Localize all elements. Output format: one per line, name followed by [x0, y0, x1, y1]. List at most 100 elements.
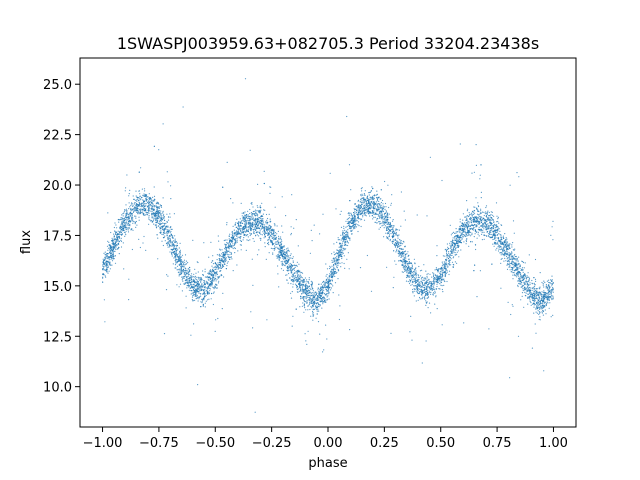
data-point — [384, 180, 386, 183]
data-point — [157, 222, 160, 224]
data-point — [228, 254, 230, 256]
data-point — [221, 308, 223, 310]
data-point — [311, 307, 313, 309]
data-point — [401, 248, 403, 250]
data-point — [384, 225, 386, 227]
data-point — [155, 225, 157, 227]
data-point — [313, 308, 315, 310]
data-point — [498, 240, 500, 242]
data-point — [510, 254, 512, 256]
data-point — [122, 218, 124, 220]
data-point — [203, 291, 205, 293]
data-point — [103, 299, 105, 301]
data-point — [445, 265, 447, 267]
data-point — [518, 176, 520, 178]
data-point — [285, 263, 287, 265]
data-point — [469, 234, 471, 236]
data-point — [342, 233, 344, 235]
data-point — [156, 234, 158, 236]
data-point — [192, 287, 194, 289]
data-point — [186, 270, 188, 272]
data-point — [268, 232, 270, 234]
data-point — [137, 198, 139, 200]
data-point — [399, 245, 401, 247]
data-point — [505, 237, 507, 239]
data-point — [258, 231, 260, 233]
data-point — [407, 251, 409, 253]
data-point — [245, 216, 247, 218]
data-point — [410, 284, 412, 286]
data-point — [286, 252, 288, 254]
data-point — [550, 289, 552, 291]
data-point — [328, 277, 330, 279]
data-point — [412, 275, 414, 278]
data-point — [335, 259, 337, 261]
data-point — [501, 236, 503, 238]
data-point — [454, 237, 456, 239]
data-point — [300, 289, 302, 291]
data-point — [337, 260, 339, 262]
data-point — [183, 277, 185, 279]
data-point — [452, 246, 454, 248]
data-point — [200, 295, 202, 297]
data-point — [175, 258, 177, 260]
data-point — [405, 276, 408, 279]
data-point — [218, 280, 220, 282]
data-point — [333, 268, 335, 270]
data-point — [390, 232, 392, 235]
data-point — [322, 351, 324, 353]
data-point — [357, 230, 359, 233]
data-point — [120, 246, 123, 248]
data-point — [480, 191, 482, 193]
data-point — [528, 292, 531, 294]
data-point — [258, 226, 260, 228]
data-point — [193, 278, 195, 280]
data-point — [221, 258, 223, 260]
data-point — [537, 303, 539, 305]
data-point — [450, 258, 452, 260]
data-point — [291, 280, 293, 282]
data-point — [460, 239, 462, 241]
data-point — [479, 222, 481, 224]
data-point — [423, 277, 425, 279]
data-point — [531, 303, 534, 305]
data-point — [415, 270, 417, 272]
data-point — [310, 294, 312, 296]
data-point — [222, 259, 224, 261]
data-point — [547, 286, 550, 288]
data-point — [412, 268, 414, 270]
data-point — [337, 278, 339, 280]
data-point — [514, 270, 516, 272]
data-point — [277, 265, 279, 267]
data-point — [420, 278, 422, 280]
data-point — [246, 239, 248, 241]
data-point — [423, 279, 426, 281]
data-point — [384, 219, 386, 221]
data-point — [333, 265, 335, 267]
data-point — [345, 226, 347, 228]
data-point — [231, 245, 233, 247]
data-point — [303, 297, 305, 299]
data-point — [158, 217, 160, 219]
data-point — [240, 228, 242, 230]
data-point — [223, 262, 225, 264]
data-point — [308, 304, 310, 306]
data-point — [345, 240, 347, 242]
data-point — [353, 208, 355, 210]
data-point — [276, 233, 278, 235]
data-point — [501, 257, 503, 260]
data-point — [178, 253, 180, 255]
data-point — [311, 294, 313, 296]
data-point — [191, 280, 193, 282]
data-point — [541, 291, 543, 293]
data-point — [346, 235, 348, 237]
data-point — [490, 219, 492, 221]
data-point — [167, 225, 169, 227]
data-point — [457, 231, 459, 233]
data-point — [403, 253, 405, 255]
data-point — [410, 315, 412, 317]
data-point — [483, 228, 485, 230]
data-point — [499, 248, 501, 251]
data-point — [226, 239, 228, 241]
data-point — [312, 306, 314, 308]
